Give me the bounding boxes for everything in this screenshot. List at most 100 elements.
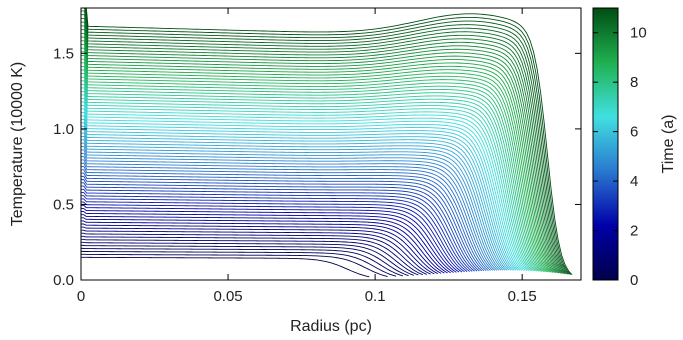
temperature-curve [81, 51, 548, 273]
temperature-curve [81, 101, 524, 271]
temperature-curve [81, 10, 564, 274]
temperature-curve [81, 83, 533, 272]
x-tick-label: 0.05 [213, 288, 242, 305]
colorbar-ticks: 0 2 4 6 8 10 [593, 25, 647, 289]
temperature-curve [81, 115, 517, 271]
temperature-curve [81, 58, 545, 272]
temperature-curve [81, 36, 554, 273]
temperature-curve [81, 136, 506, 271]
temperature-curve [81, 166, 487, 272]
temperature-curve [81, 198, 463, 273]
temperature-curve [81, 214, 448, 274]
temperature-curve [81, 256, 370, 278]
temperature-curve [81, 201, 460, 273]
temperature-curve [84, 8, 566, 275]
temperature-curve [81, 87, 531, 272]
y-axis-ticks: 0.0 0.5 1.0 1.5 [53, 45, 581, 289]
temperature-curve [81, 132, 508, 271]
y-tick-label: 1.0 [53, 121, 74, 138]
temperature-curve [81, 204, 457, 273]
temperature-curve [81, 185, 473, 272]
temperature-curve [81, 162, 489, 271]
colorbar-tick-label: 6 [630, 124, 638, 141]
colorbar-tick-label: 8 [630, 74, 638, 91]
temperature-curve [85, 8, 572, 275]
temperature-curve [81, 223, 439, 275]
y-tick-label: 0.5 [53, 196, 74, 213]
y-tick-label: 1.5 [53, 45, 74, 62]
plot-frame [80, 7, 582, 281]
temperature-curve [81, 94, 528, 271]
temperature-curve [81, 149, 498, 271]
temperature-curve [81, 73, 538, 272]
x-tick-label: 0 [77, 288, 85, 305]
temperature-curve [81, 125, 512, 271]
colorbar-tick-label: 0 [630, 272, 638, 289]
temperature-curve [81, 142, 502, 271]
temperature-curve [81, 47, 549, 273]
temperature-curve [85, 8, 573, 276]
temperature-curve [81, 238, 419, 276]
x-tick-label: 0.15 [508, 288, 537, 305]
temperature-curve [81, 182, 475, 272]
temperature-curve [81, 156, 494, 271]
y-axis-title: Temperature (10000 K) [9, 62, 26, 227]
temperature-curve [81, 32, 555, 273]
y-tick-label: 0.0 [53, 272, 74, 289]
temperature-curve [81, 169, 485, 272]
temperature-curve [81, 232, 428, 275]
temperature-curve [81, 235, 423, 276]
temperature-curve [81, 159, 491, 271]
temperature-curve [81, 98, 526, 271]
temperature-curve [81, 29, 557, 274]
colorbar-tick-label: 4 [630, 173, 638, 190]
x-axis-ticks: 0 0.05 0.1 0.15 [77, 8, 537, 305]
temperature-curve [84, 8, 569, 275]
x-axis-title: Radius (pc) [290, 318, 372, 335]
temperature-curve [81, 211, 451, 274]
colorbar-tick-label: 2 [630, 223, 638, 240]
temperature-curve [81, 250, 397, 277]
temperature-curve [81, 172, 482, 272]
temperature-curve [81, 220, 442, 274]
temperature-curve [81, 152, 496, 271]
temperature-curve [81, 40, 552, 273]
temperature-curve [81, 21, 560, 274]
temperature-curve [81, 253, 388, 277]
temperature-curve [81, 229, 431, 275]
temperature-curve [81, 44, 551, 273]
temperature-curve [81, 226, 435, 275]
colorbar-tick-label: 10 [630, 25, 647, 42]
temperature-curve [81, 179, 478, 272]
temperature-curve [81, 108, 521, 271]
temperature-curve [81, 175, 480, 272]
temperature-curve [81, 76, 536, 272]
temperature-curve [81, 129, 510, 271]
temperature-curve [81, 122, 513, 271]
temperature-curve [81, 146, 500, 271]
temperature-curve [81, 241, 414, 276]
temperature-curve [81, 207, 454, 273]
colorbar-title: Time (a) [660, 115, 677, 174]
temperature-curve [81, 25, 558, 274]
temperature-curve [81, 118, 515, 271]
temperature-curve [81, 69, 540, 272]
temperature-curve [81, 14, 563, 274]
temperature-curve [81, 80, 535, 272]
temperature-curve [81, 105, 523, 271]
temperature-curve [85, 8, 570, 275]
temperature-curve [81, 247, 403, 277]
colorbar [592, 7, 619, 281]
temperature-curve [84, 8, 567, 275]
temperature-curve [81, 217, 445, 274]
temperature-curve [81, 188, 470, 272]
temperature-curve [81, 18, 561, 274]
temperature-curve [81, 90, 530, 272]
temperature-curve [81, 139, 504, 271]
temperature-curve [81, 195, 465, 273]
x-tick-label: 0.1 [365, 288, 386, 305]
temperature-curve [81, 65, 541, 272]
temperature-curves [81, 8, 573, 278]
temperature-curve [81, 55, 546, 273]
